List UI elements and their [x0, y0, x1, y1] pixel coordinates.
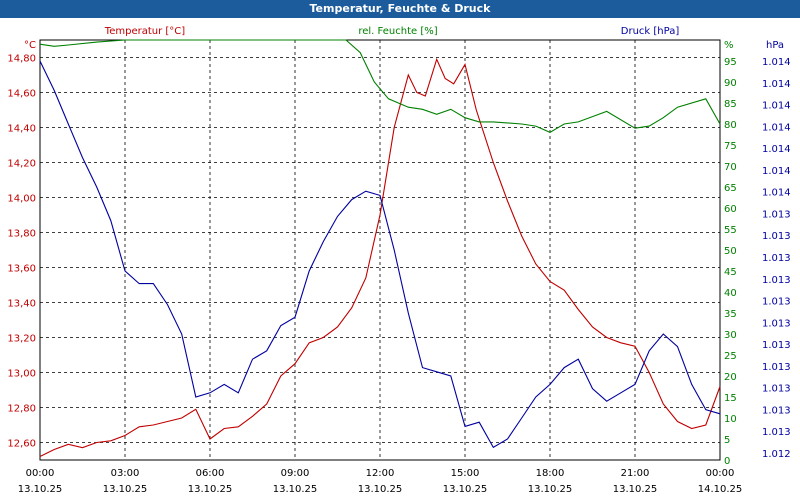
- window-title: Temperatur, Feuchte & Druck: [0, 0, 800, 18]
- pressure-tick-label: 1.013: [762, 362, 791, 373]
- humidity-tick-label: 5: [724, 435, 730, 446]
- humidity-tick-label: 90: [724, 78, 737, 89]
- x-tick-date: 13.10.25: [188, 484, 233, 495]
- temp-unit-label: °C: [24, 40, 36, 51]
- humidity-tick-label: 45: [724, 267, 737, 278]
- x-tick-date: 13.10.25: [443, 484, 488, 495]
- pressure-tick-label: 1.013: [762, 231, 791, 242]
- pressure-tick-label: 1.013: [762, 297, 791, 308]
- humidity-tick-label: 60: [724, 204, 737, 215]
- temp-tick-label: 14,20: [7, 159, 36, 170]
- humidity-tick-label: 80: [724, 120, 737, 131]
- x-tick-time: 00:00: [706, 468, 735, 479]
- humidity-tick-label: 50: [724, 246, 737, 257]
- humidity-axis-title: rel. Feuchte [%]: [358, 26, 437, 37]
- humidity-tick-label: 25: [724, 351, 737, 362]
- pressure-tick-label: 1.014: [762, 188, 791, 199]
- x-tick-time: 06:00: [196, 468, 225, 479]
- temp-tick-label: 13,00: [7, 369, 36, 380]
- temp-tick-label: 12,80: [7, 404, 36, 415]
- temp-tick-label: 12,60: [7, 439, 36, 450]
- x-tick-time: 21:00: [621, 468, 650, 479]
- pressure-tick-label: 1.013: [762, 340, 791, 351]
- temp-tick-label: 14,80: [7, 54, 36, 65]
- humidity-tick-label: 95: [724, 57, 737, 68]
- humidity-tick-label: 10: [724, 414, 737, 425]
- humidity-tick-label: 40: [724, 288, 737, 299]
- x-tick-date: 14.10.25: [698, 484, 743, 495]
- x-tick-date: 13.10.25: [613, 484, 658, 495]
- series-line-temperatur: [39, 57, 721, 457]
- humidity-tick-label: 75: [724, 141, 737, 152]
- pressure-tick-label: 1.014: [762, 166, 791, 177]
- x-tick-date: 13.10.25: [103, 484, 148, 495]
- pressure-tick-label: 1.013: [762, 405, 791, 416]
- pressure-tick-label: 1.013: [762, 275, 791, 286]
- pressure-tick-label: 1.013: [762, 427, 791, 438]
- x-tick-time: 03:00: [111, 468, 140, 479]
- humidity-tick-label: 70: [724, 162, 737, 173]
- temp-tick-label: 13,20: [7, 334, 36, 345]
- pressure-tick-label: 1.014: [762, 79, 791, 90]
- x-tick-date: 13.10.25: [358, 484, 403, 495]
- series-line-druck: [39, 60, 721, 449]
- pressure-tick-label: 1.014: [762, 144, 791, 155]
- humidity-tick-label: 35: [724, 309, 737, 320]
- temp-axis-title: Temperatur [°C]: [104, 26, 185, 37]
- temp-tick-label: 13,80: [7, 229, 36, 240]
- pressure-tick-label: 1.014: [762, 57, 791, 68]
- x-tick-time: 12:00: [366, 468, 395, 479]
- x-tick-date: 13.10.25: [273, 484, 318, 495]
- series-line-rel-feuchte: [39, 39, 721, 134]
- pressure-tick-label: 1.013: [762, 253, 791, 264]
- x-tick-date: 13.10.25: [528, 484, 573, 495]
- pressure-unit-label: hPa: [766, 40, 784, 51]
- humidity-tick-label: 15: [724, 393, 737, 404]
- pressure-axis-title: Druck [hPa]: [621, 26, 680, 37]
- pressure-tick-label: 1.013: [762, 384, 791, 395]
- x-tick-time: 00:00: [26, 468, 55, 479]
- humidity-tick-label: 0: [724, 456, 730, 467]
- humidity-unit-label: %: [724, 40, 734, 51]
- x-tick-date: 13.10.25: [18, 484, 63, 495]
- pressure-tick-label: 1.012: [762, 449, 791, 460]
- pressure-tick-label: 1.014: [762, 101, 791, 112]
- x-tick-time: 09:00: [281, 468, 310, 479]
- pressure-tick-label: 1.014: [762, 122, 791, 133]
- temp-tick-label: 13,40: [7, 299, 36, 310]
- humidity-tick-label: 65: [724, 183, 737, 194]
- pressure-tick-label: 1.013: [762, 209, 791, 220]
- humidity-tick-label: 55: [724, 225, 737, 236]
- x-tick-time: 15:00: [451, 468, 480, 479]
- temp-tick-label: 14,40: [7, 124, 36, 135]
- humidity-tick-label: 30: [724, 330, 737, 341]
- pressure-tick-label: 1.013: [762, 318, 791, 329]
- temp-tick-label: 14,00: [7, 194, 36, 205]
- temp-tick-label: 13,60: [7, 264, 36, 275]
- x-tick-time: 18:00: [536, 468, 565, 479]
- humidity-tick-label: 85: [724, 99, 737, 110]
- humidity-tick-label: 20: [724, 372, 737, 383]
- temp-tick-label: 14,60: [7, 89, 36, 100]
